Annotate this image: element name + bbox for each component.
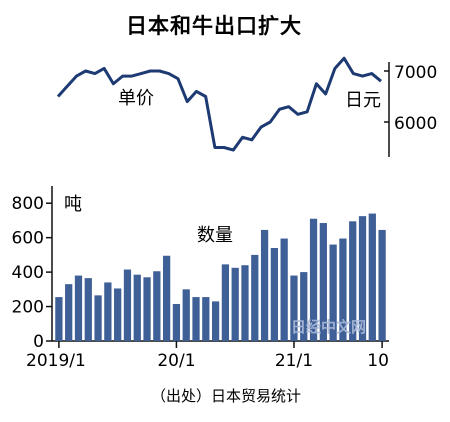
volume-bar bbox=[231, 267, 239, 341]
volume-bar bbox=[104, 282, 112, 341]
volume-tick-label: 200 bbox=[12, 298, 44, 318]
volume-bar bbox=[74, 275, 83, 341]
volume-series-label: 数量 bbox=[197, 225, 233, 246]
volume-bar bbox=[260, 229, 269, 341]
volume-bar bbox=[280, 238, 288, 341]
x-tick-label: 2019/1 bbox=[26, 351, 86, 371]
volume-bar bbox=[290, 275, 298, 341]
volume-bar bbox=[309, 218, 318, 341]
volume-bar bbox=[221, 264, 230, 341]
volume-bar bbox=[349, 221, 357, 341]
volume-bar bbox=[270, 248, 278, 341]
volume-tick-label: 400 bbox=[12, 263, 44, 283]
volume-bar bbox=[358, 216, 367, 341]
volume-bar bbox=[114, 288, 122, 341]
volume-bar bbox=[133, 274, 141, 341]
volume-bar bbox=[94, 295, 102, 341]
volume-bar bbox=[241, 265, 249, 341]
volume-bar bbox=[65, 284, 73, 341]
volume-unit-label: 吨 bbox=[64, 194, 82, 215]
volume-bar bbox=[153, 271, 161, 341]
price-tick-label: 6000 bbox=[394, 114, 437, 134]
volume-bar bbox=[143, 277, 151, 341]
price-tick-label: 7000 bbox=[394, 63, 437, 83]
volume-tick-label: 600 bbox=[12, 229, 44, 249]
x-tick-label: 10 bbox=[367, 351, 389, 371]
price-unit-label: 日元 bbox=[345, 90, 381, 111]
volume-bar bbox=[319, 223, 327, 341]
volume-bar bbox=[163, 255, 171, 341]
source-note: （出处）日本贸易统计 bbox=[151, 387, 301, 405]
volume-bar bbox=[300, 272, 308, 341]
volume-tick-label: 800 bbox=[12, 194, 44, 214]
watermark: 日经中文网 bbox=[291, 318, 366, 336]
price-series-label: 单价 bbox=[118, 88, 154, 109]
volume-bar bbox=[172, 303, 181, 341]
volume-bar bbox=[202, 297, 210, 341]
x-tick-label: 20/1 bbox=[157, 351, 195, 371]
price-series-line bbox=[56, 56, 382, 152]
x-tick-label: 21/1 bbox=[275, 351, 313, 371]
volume-bar bbox=[339, 238, 347, 341]
volume-bar bbox=[329, 244, 337, 341]
volume-tick-label: 0 bbox=[33, 332, 44, 352]
volume-bar bbox=[211, 301, 220, 341]
volume-bar bbox=[251, 254, 259, 341]
volume-bar bbox=[192, 297, 200, 341]
volume-bar bbox=[123, 269, 132, 341]
volume-bar bbox=[378, 229, 386, 341]
volume-bar bbox=[55, 297, 63, 341]
volume-bar bbox=[368, 213, 376, 341]
chart-title: 日本和牛出口扩大 bbox=[126, 14, 302, 38]
volume-bar bbox=[182, 289, 190, 341]
volume-bar bbox=[84, 278, 92, 341]
